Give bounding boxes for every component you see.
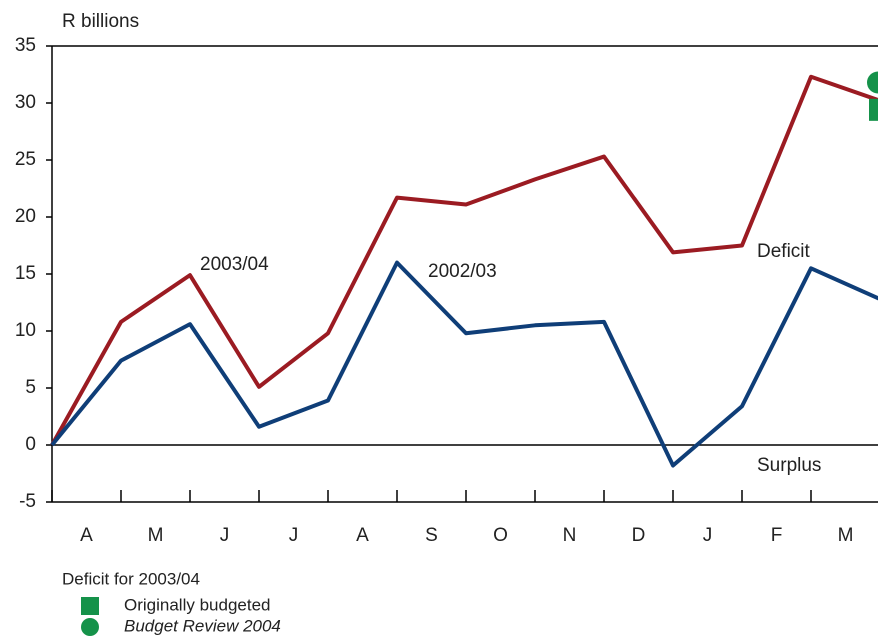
- x-tick-label: M: [148, 525, 164, 546]
- y-tick-label: 20: [15, 206, 36, 227]
- x-tick-label: M: [838, 525, 854, 546]
- legend-label: Budget Review 2004: [124, 616, 281, 635]
- x-tick-label: D: [632, 525, 646, 546]
- series-line: [50, 260, 878, 468]
- legend-label: Originally budgeted: [124, 595, 270, 614]
- y-tick-label: 15: [15, 263, 36, 284]
- x-tick-label: J: [220, 525, 230, 546]
- x-tick-label: A: [356, 525, 369, 546]
- series-label: 2003/04: [200, 254, 269, 275]
- y-tick-label: -5: [19, 491, 36, 512]
- x-tick-label: A: [80, 525, 93, 546]
- legend-swatch: [81, 618, 99, 636]
- legend-title: Deficit for 2003/04: [62, 569, 200, 588]
- marker-square: [869, 98, 878, 121]
- annotation: Deficit: [757, 241, 811, 262]
- y-tick-label: 25: [15, 149, 36, 170]
- y-tick-label: 35: [15, 35, 36, 56]
- y-axis-label: R billions: [62, 11, 139, 32]
- annotation: Surplus: [757, 455, 821, 476]
- x-tick-label: N: [563, 525, 577, 546]
- legend-swatch: [81, 597, 99, 615]
- marker-circle: [867, 71, 878, 94]
- x-tick-label: F: [771, 525, 783, 546]
- series-label: 2002/03: [428, 261, 497, 282]
- x-tick-label: S: [425, 525, 438, 546]
- x-tick-label: J: [289, 525, 299, 546]
- x-tick-label: O: [493, 525, 508, 546]
- series-line: [50, 74, 878, 446]
- y-tick-label: 0: [25, 434, 36, 455]
- y-tick-label: 30: [15, 92, 36, 113]
- x-tick-label: J: [703, 525, 713, 546]
- y-tick-label: 5: [25, 377, 36, 398]
- y-tick-label: 10: [15, 320, 36, 341]
